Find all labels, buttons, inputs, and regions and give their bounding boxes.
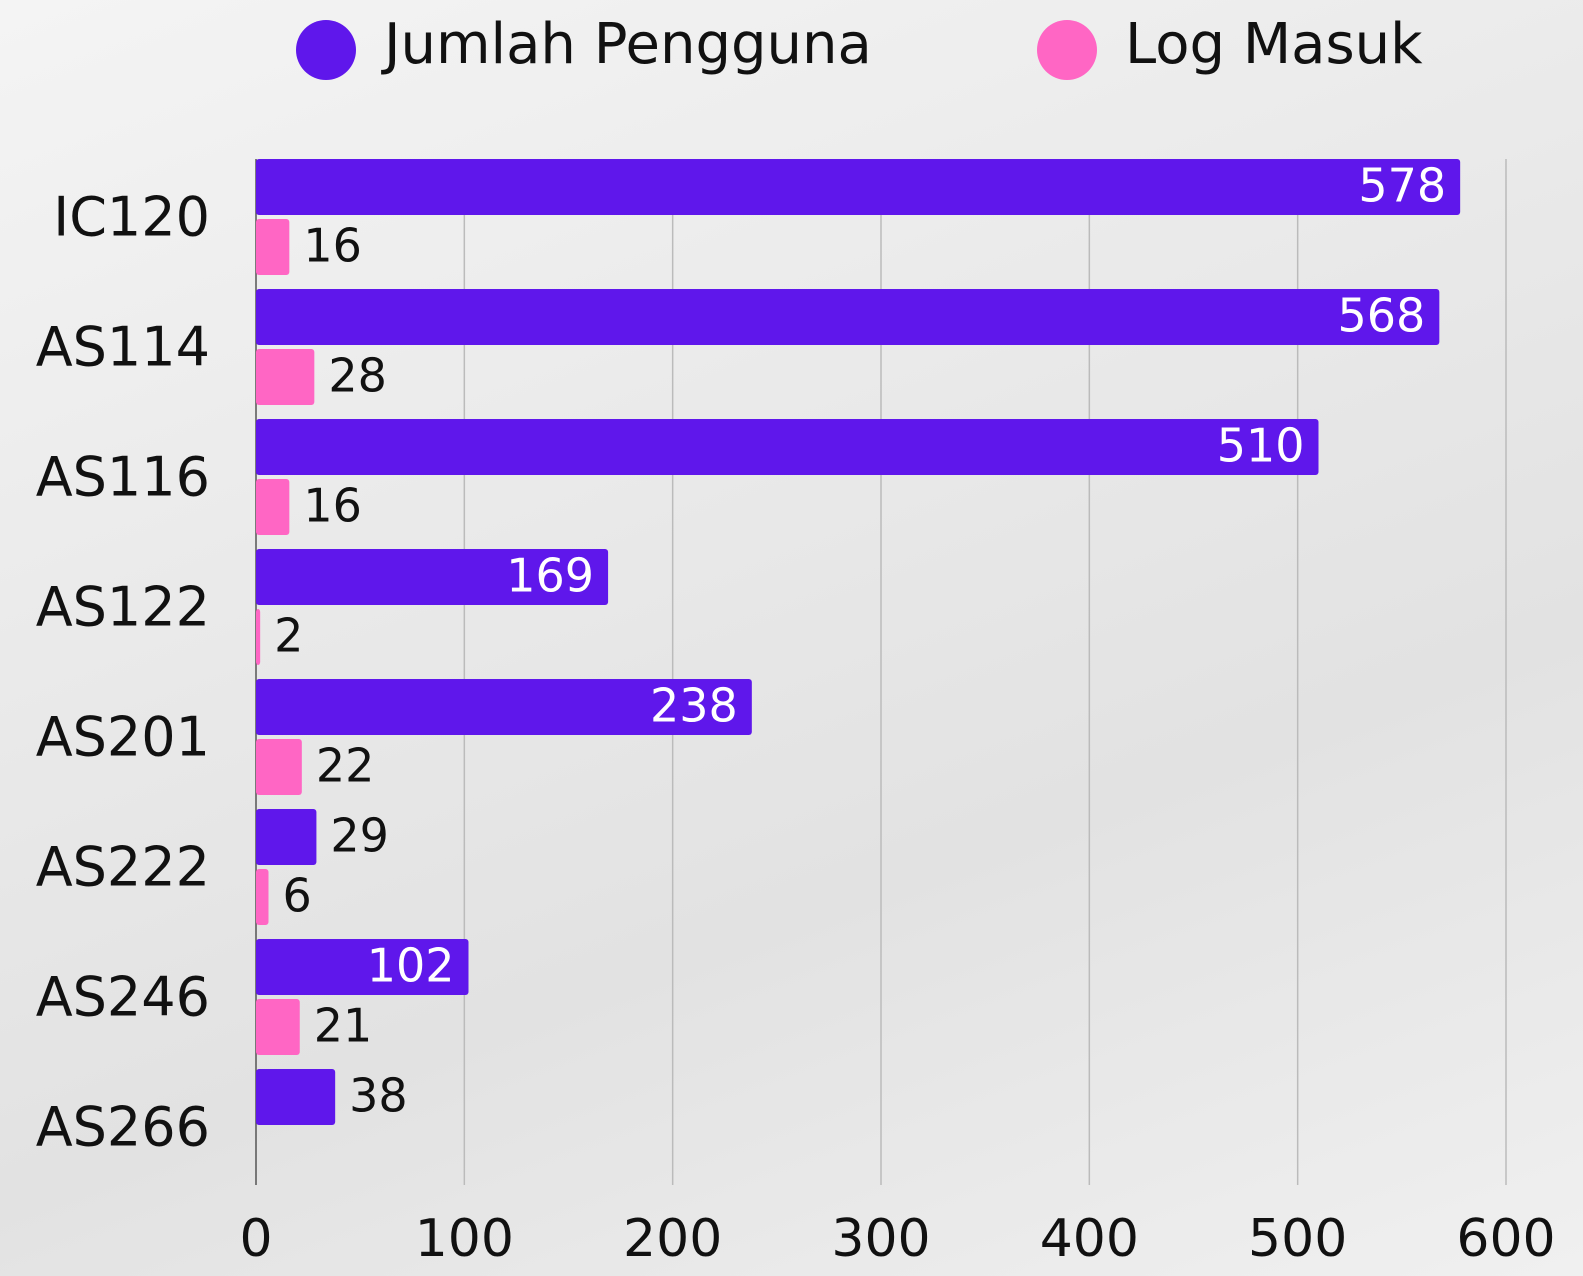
value-label: 2	[274, 609, 303, 663]
bar	[256, 809, 317, 865]
bar	[256, 219, 290, 275]
value-label: 29	[330, 809, 389, 863]
bar	[256, 869, 269, 925]
value-label: 28	[328, 349, 387, 403]
y-tick-label: AS246	[36, 966, 210, 1029]
value-label: 578	[1358, 159, 1446, 213]
bar	[256, 739, 302, 795]
value-label: 21	[314, 999, 373, 1053]
value-label: 16	[303, 219, 362, 273]
bar	[256, 419, 1319, 475]
value-label: 38	[349, 1069, 408, 1123]
x-tick-label: 500	[1248, 1209, 1347, 1269]
y-tick-label: AS222	[36, 836, 210, 899]
y-tick-label: AS114	[36, 316, 210, 379]
bar	[256, 549, 609, 605]
value-label: 6	[283, 869, 312, 923]
bar	[256, 479, 290, 535]
value-label: 238	[650, 679, 738, 733]
value-label: 102	[367, 939, 455, 993]
value-label: 510	[1217, 419, 1305, 473]
x-tick-label: 0	[239, 1209, 272, 1269]
legend-label: Log Masuk	[1125, 12, 1423, 77]
bar	[256, 289, 1440, 345]
y-tick-label: AS201	[36, 706, 210, 769]
y-tick-label: AS266	[36, 1096, 210, 1159]
bar	[256, 159, 1461, 215]
y-tick-label: IC120	[53, 186, 210, 249]
x-tick-label: 600	[1456, 1209, 1555, 1269]
bar	[256, 1069, 336, 1125]
value-label: 169	[506, 549, 594, 603]
bar	[256, 609, 261, 665]
bar	[256, 679, 752, 735]
x-tick-label: 300	[831, 1209, 930, 1269]
y-tick-label: AS116	[36, 446, 210, 509]
bar	[256, 939, 469, 995]
value-label: 568	[1338, 289, 1426, 343]
x-tick-label: 400	[1040, 1209, 1139, 1269]
x-tick-label: 200	[623, 1209, 722, 1269]
y-tick-label: AS122	[36, 576, 210, 639]
legend-swatch	[1037, 20, 1097, 80]
value-label: 22	[316, 739, 375, 793]
value-label: 16	[303, 479, 362, 533]
x-tick-label: 100	[415, 1209, 514, 1269]
bar	[256, 999, 300, 1055]
bar	[256, 349, 315, 405]
legend-swatch	[296, 20, 356, 80]
legend-label: Jumlah Pengguna	[381, 12, 872, 77]
